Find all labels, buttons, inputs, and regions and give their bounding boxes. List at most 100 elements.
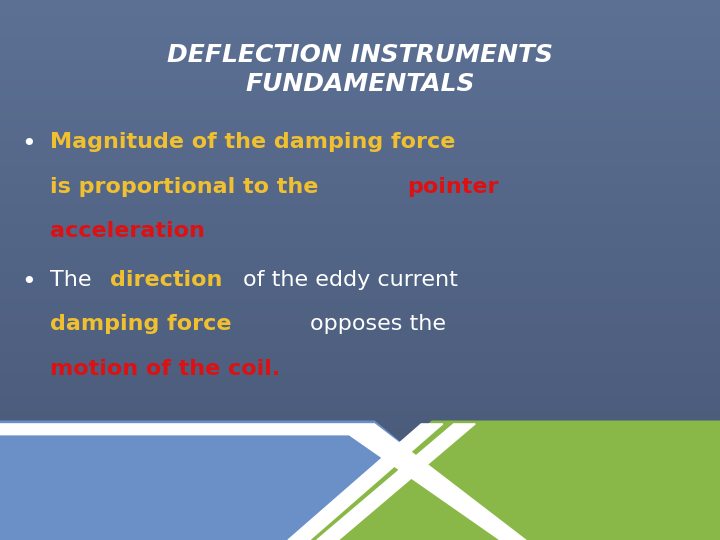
Bar <box>0 230 720 232</box>
Bar <box>0 470 720 472</box>
Bar <box>0 143 720 146</box>
Bar <box>0 103 720 105</box>
Bar <box>0 108 720 111</box>
Bar <box>0 338 720 340</box>
Bar <box>0 265 720 267</box>
Bar <box>0 227 720 229</box>
Bar <box>0 356 720 359</box>
Bar <box>0 305 720 308</box>
Bar <box>0 354 720 356</box>
Bar <box>0 189 720 192</box>
Bar <box>0 94 720 97</box>
Bar <box>0 370 720 373</box>
Bar <box>0 294 720 297</box>
Bar <box>0 289 720 292</box>
Bar <box>0 24 720 27</box>
Bar <box>0 267 720 270</box>
Bar <box>0 335 720 338</box>
Bar <box>0 68 720 70</box>
Bar <box>0 526 720 529</box>
Bar <box>0 383 720 386</box>
Bar <box>0 5 720 8</box>
Bar <box>0 54 720 57</box>
Bar <box>0 86 720 89</box>
Bar <box>0 138 720 140</box>
Bar <box>0 116 720 119</box>
Bar <box>0 478 720 481</box>
Bar <box>0 248 720 251</box>
Bar <box>0 62 720 65</box>
Polygon shape <box>302 421 720 540</box>
Bar <box>0 413 720 416</box>
Bar <box>0 521 720 524</box>
Bar <box>0 456 720 459</box>
Bar <box>0 418 720 421</box>
Text: DEFLECTION INSTRUMENTS
FUNDAMENTALS: DEFLECTION INSTRUMENTS FUNDAMENTALS <box>167 43 553 96</box>
Bar <box>0 232 720 235</box>
Bar <box>0 170 720 173</box>
Bar <box>0 111 720 113</box>
Bar <box>0 200 720 202</box>
Bar <box>0 43 720 46</box>
Bar <box>0 408 720 410</box>
Bar <box>0 92 720 94</box>
Bar <box>0 410 720 413</box>
Bar <box>0 424 720 427</box>
Bar <box>0 270 720 273</box>
Bar <box>0 202 720 205</box>
Bar <box>0 254 720 256</box>
Text: The: The <box>50 270 99 290</box>
Bar <box>0 505 720 508</box>
Bar <box>0 500 720 502</box>
Bar <box>0 78 720 81</box>
Bar <box>0 346 720 348</box>
Polygon shape <box>288 424 443 540</box>
Bar <box>0 362 720 364</box>
Bar <box>0 127 720 130</box>
Polygon shape <box>0 424 529 540</box>
Bar <box>0 81 720 84</box>
Bar <box>0 429 720 432</box>
Bar <box>0 151 720 154</box>
Bar <box>0 432 720 435</box>
Bar <box>0 208 720 211</box>
Bar <box>0 46 720 49</box>
Bar <box>0 221 720 224</box>
Bar <box>0 348 720 351</box>
Bar <box>0 494 720 497</box>
Bar <box>0 259 720 262</box>
Bar <box>0 22 720 24</box>
Bar <box>0 192 720 194</box>
Bar <box>0 148 720 151</box>
Bar <box>0 416 720 418</box>
Text: of the eddy current: of the eddy current <box>243 270 458 290</box>
Bar <box>0 462 720 464</box>
Bar <box>0 319 720 321</box>
Bar <box>0 194 720 197</box>
Bar <box>0 100 720 103</box>
Bar <box>0 486 720 489</box>
Text: direction: direction <box>110 270 222 290</box>
Text: is proportional to the: is proportional to the <box>50 177 327 197</box>
Bar <box>0 181 720 184</box>
Bar <box>0 310 720 313</box>
Bar <box>0 508 720 510</box>
Bar <box>0 89 720 92</box>
Bar <box>0 132 720 135</box>
Bar <box>0 300 720 302</box>
Bar <box>0 8 720 11</box>
Text: damping force: damping force <box>50 314 232 334</box>
Bar <box>0 532 720 535</box>
Text: •: • <box>22 132 36 156</box>
Bar <box>0 40 720 43</box>
Bar <box>0 435 720 437</box>
Bar <box>0 219 720 221</box>
Bar <box>0 459 720 462</box>
Bar <box>0 27 720 30</box>
Bar <box>0 32 720 35</box>
Bar <box>0 159 720 162</box>
Bar <box>0 19 720 22</box>
Bar <box>0 489 720 491</box>
Bar <box>0 454 720 456</box>
Bar <box>0 518 720 521</box>
